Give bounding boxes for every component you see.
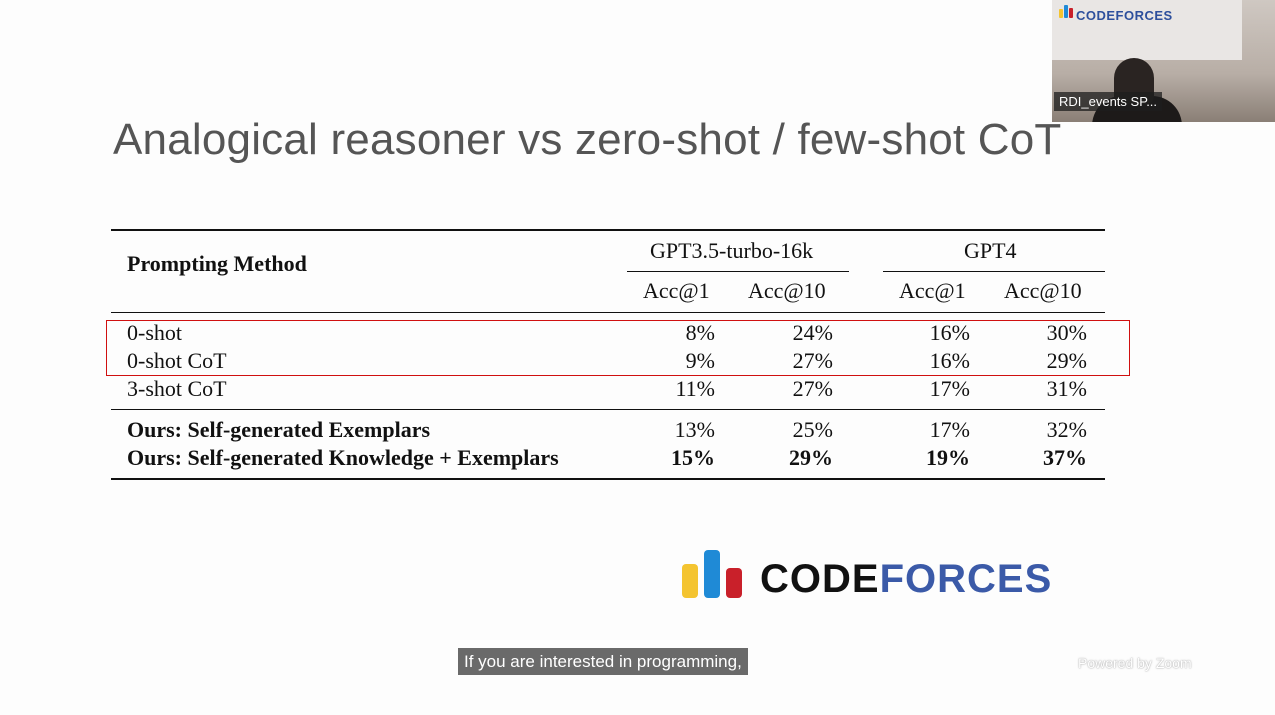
table-row-method: Ours: Self-generated Knowledge + Exempla…	[127, 445, 559, 470]
codeforces-logo-icon	[682, 550, 742, 598]
table-bottom-rule	[111, 478, 1105, 480]
table-top-rule	[111, 229, 1105, 231]
participant-name-label: RDI_events SP...	[1054, 92, 1163, 111]
table-cell: 29%	[1046, 348, 1087, 373]
table-cell: 27%	[792, 376, 833, 401]
table-cell: 27%	[792, 348, 833, 373]
table-cell: 16%	[929, 320, 970, 345]
model-group-gpt35-rule	[627, 271, 849, 272]
subtitle-caption: If you are interested in programming,	[458, 648, 748, 675]
metric-header: Acc@1	[643, 278, 710, 303]
table-cell: 17%	[929, 417, 970, 442]
table-cell: 8%	[685, 320, 715, 345]
model-group-gpt4-rule	[883, 271, 1105, 272]
metric-header: Acc@1	[899, 278, 966, 303]
table-cell: 32%	[1046, 417, 1087, 442]
participant-video-tile[interactable]: CODEFORCES RDI_events SP...	[1052, 0, 1275, 122]
table-row-method: 0-shot CoT	[127, 348, 227, 373]
table-cell: 9%	[685, 348, 715, 373]
table-cell: 25%	[792, 417, 833, 442]
video-background-wall	[1052, 0, 1242, 60]
metric-header: Acc@10	[748, 278, 826, 303]
table-cell: 19%	[926, 445, 970, 470]
table-cell: 24%	[792, 320, 833, 345]
highlight-box	[106, 320, 1130, 376]
header-bottom-rule	[111, 312, 1105, 313]
codeforces-bars-icon	[1059, 5, 1073, 18]
wordmark-code: CODE	[760, 557, 880, 601]
method-header: Prompting Method	[127, 251, 307, 276]
table-cell: 15%	[671, 445, 715, 470]
table-row-method: 0-shot	[127, 320, 182, 345]
model-group-gpt35: GPT3.5-turbo-16k	[650, 238, 814, 263]
metric-header: Acc@10	[1004, 278, 1082, 303]
table-cell: 30%	[1046, 320, 1087, 345]
table-row-method: Ours: Self-generated Exemplars	[127, 417, 431, 442]
table-cell: 37%	[1043, 445, 1087, 470]
table-cell: 29%	[789, 445, 833, 470]
wordmark-forces: FORCES	[879, 557, 1053, 601]
slide-title: Analogical reasoner vs zero-shot / few-s…	[113, 115, 1062, 164]
table-cell: 13%	[674, 417, 715, 442]
table-cell: 31%	[1046, 376, 1087, 401]
codeforces-wordmark: CODEFORCES	[760, 557, 1052, 602]
table-row-method: 3-shot CoT	[127, 376, 227, 401]
table-cell: 11%	[675, 376, 715, 401]
video-background-logo: CODEFORCES	[1076, 8, 1173, 23]
table-cell: 17%	[929, 376, 970, 401]
model-group-gpt4: GPT4	[964, 238, 1017, 263]
zoom-watermark: Powered by Zoom	[1078, 655, 1192, 671]
table-cell: 16%	[929, 348, 970, 373]
ours-separator-rule	[111, 409, 1105, 410]
